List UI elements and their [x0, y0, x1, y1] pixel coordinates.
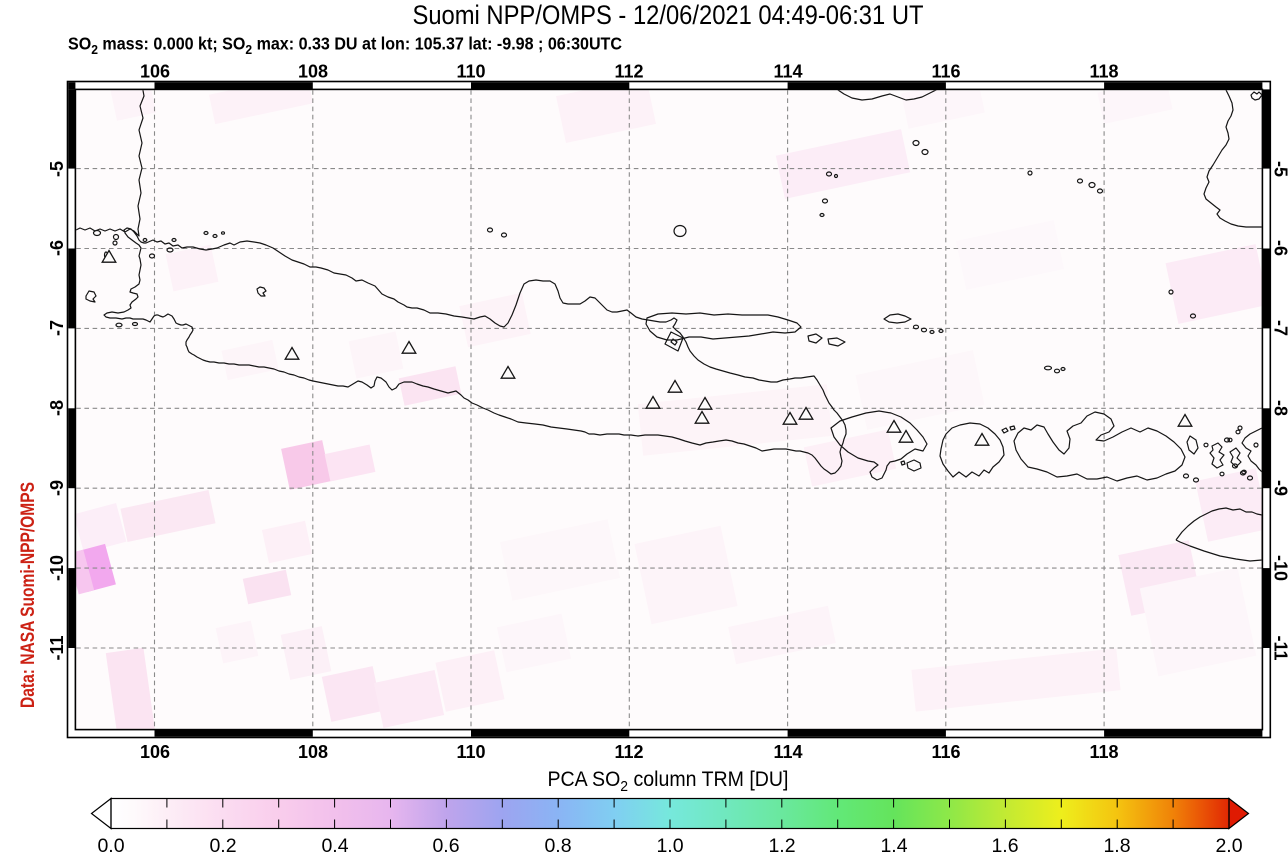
- svg-text:-10: -10: [1271, 555, 1288, 581]
- svg-text:-8: -8: [47, 400, 67, 416]
- svg-text:2.0: 2.0: [1215, 835, 1242, 855]
- svg-text:-9: -9: [47, 480, 67, 496]
- svg-text:118: 118: [1089, 742, 1118, 762]
- svg-text:0.0: 0.0: [97, 835, 124, 855]
- svg-text:-9: -9: [1271, 480, 1288, 496]
- svg-text:PCA SO2 column TRM [DU]: PCA SO2 column TRM [DU]: [548, 768, 789, 795]
- svg-text:-5: -5: [47, 161, 67, 177]
- svg-text:-11: -11: [1271, 635, 1288, 660]
- svg-text:116: 116: [931, 742, 960, 762]
- svg-text:106: 106: [140, 62, 170, 82]
- svg-text:1.0: 1.0: [656, 835, 683, 855]
- svg-text:-6: -6: [47, 240, 67, 256]
- svg-text:108: 108: [298, 62, 328, 82]
- svg-text:110: 110: [456, 742, 485, 762]
- svg-text:112: 112: [614, 62, 643, 82]
- svg-text:-8: -8: [1271, 400, 1288, 416]
- svg-text:114: 114: [773, 742, 802, 762]
- svg-text:1.2: 1.2: [768, 835, 795, 855]
- svg-text:-7: -7: [1271, 320, 1288, 336]
- svg-text:-7: -7: [47, 320, 67, 336]
- svg-text:-5: -5: [1271, 161, 1288, 177]
- svg-text:SO2 mass: 0.000 kt; SO2 max: 0: SO2 mass: 0.000 kt; SO2 max: 0.33 DU at …: [68, 34, 622, 58]
- svg-text:116: 116: [931, 62, 960, 82]
- svg-text:114: 114: [773, 62, 802, 82]
- svg-text:110: 110: [456, 62, 485, 82]
- svg-text:106: 106: [140, 742, 170, 762]
- svg-text:0.4: 0.4: [321, 835, 348, 855]
- svg-text:108: 108: [298, 742, 328, 762]
- svg-text:112: 112: [614, 742, 643, 762]
- svg-text:0.6: 0.6: [432, 835, 459, 855]
- svg-text:1.6: 1.6: [991, 835, 1018, 855]
- svg-text:0.2: 0.2: [209, 835, 236, 855]
- svg-text:Data: NASA Suomi-NPP/OMPS: Data: NASA Suomi-NPP/OMPS: [17, 482, 39, 708]
- svg-text:-6: -6: [1271, 240, 1288, 256]
- svg-text:-10: -10: [47, 555, 67, 581]
- svg-text:-11: -11: [47, 635, 67, 660]
- svg-text:1.8: 1.8: [1103, 835, 1130, 855]
- svg-text:0.8: 0.8: [544, 835, 571, 855]
- svg-text:Suomi NPP/OMPS - 12/06/2021 04: Suomi NPP/OMPS - 12/06/2021 04:49-06:31 …: [413, 0, 924, 30]
- svg-text:118: 118: [1089, 62, 1118, 82]
- svg-text:1.4: 1.4: [880, 835, 907, 855]
